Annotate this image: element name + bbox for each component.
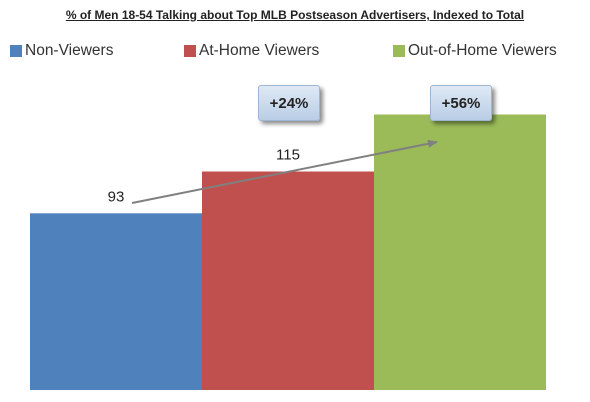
data-label-non-viewers: 93 bbox=[108, 188, 125, 205]
trend-arrow bbox=[131, 139, 438, 204]
legend-swatch-out-of-home-viewers bbox=[393, 45, 405, 57]
legend-swatch-at-home-viewers bbox=[184, 45, 196, 57]
data-label-at-home-viewers: 115 bbox=[276, 147, 300, 164]
legend-label-out-of-home-viewers: Out-of-Home Viewers bbox=[408, 42, 557, 59]
legend-item-out-of-home-viewers: Out-of-Home Viewers bbox=[393, 42, 557, 60]
bar-at-home-viewers bbox=[202, 171, 374, 390]
chart-title: % of Men 18-54 Talking about Top MLB Pos… bbox=[65, 8, 525, 22]
legend-label-at-home-viewers: At-Home Viewers bbox=[199, 42, 320, 59]
legend-item-at-home-viewers: At-Home Viewers bbox=[184, 42, 319, 60]
bar-out-of-home-viewers bbox=[374, 114, 546, 390]
legend-label-non-viewers: Non-Viewers bbox=[25, 42, 114, 59]
callout-plus-56: +56% bbox=[430, 85, 492, 121]
callout-plus-24: +24% bbox=[258, 85, 320, 121]
bar-non-viewers bbox=[30, 213, 202, 390]
legend-swatch-non-viewers bbox=[10, 45, 22, 57]
legend-item-non-viewers: Non-Viewers bbox=[10, 42, 113, 60]
